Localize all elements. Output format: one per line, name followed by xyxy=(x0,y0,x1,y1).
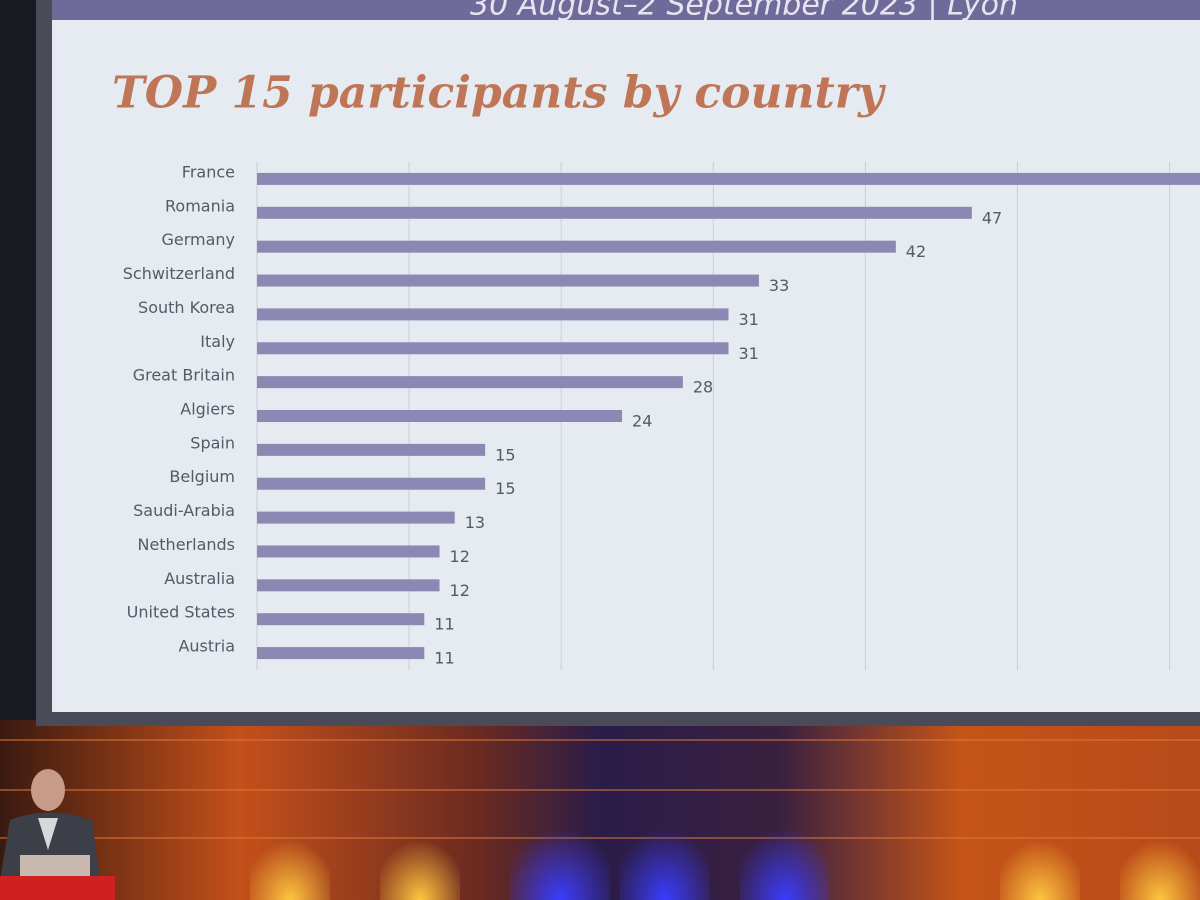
category-label: South Korea xyxy=(138,298,235,317)
category-label: Australia xyxy=(164,569,235,588)
yellow-light xyxy=(380,800,460,900)
category-label: Schwitzerland xyxy=(123,264,235,283)
bar xyxy=(257,206,972,219)
value-label: 24 xyxy=(632,412,652,431)
category-label: Belgium xyxy=(169,467,235,486)
chart-title: TOP 15 participants by country xyxy=(112,68,887,119)
value-label: 47 xyxy=(982,208,1002,227)
bar xyxy=(257,443,486,456)
value-label: 12 xyxy=(450,581,470,600)
plot: France Romania 47 Germany 42 Schwitzerland 33 S… xyxy=(123,162,1200,670)
category-label: Romania xyxy=(165,196,235,215)
category-label: Algiers xyxy=(180,400,235,419)
category-label: Netherlands xyxy=(137,535,235,554)
bar xyxy=(257,613,425,626)
bar xyxy=(257,511,455,524)
blue-light xyxy=(510,780,610,900)
bar xyxy=(257,240,896,253)
value-label: 31 xyxy=(739,310,759,329)
bar xyxy=(257,172,1200,185)
yellow-light xyxy=(1120,800,1200,900)
slide xyxy=(52,20,1200,712)
value-label: 42 xyxy=(906,242,926,261)
category-label: France xyxy=(182,162,235,181)
blue-light xyxy=(740,780,830,900)
bar xyxy=(257,410,623,422)
bar xyxy=(257,308,729,321)
value-label: 31 xyxy=(739,344,759,363)
yellow-light xyxy=(250,800,330,900)
value-label: 15 xyxy=(495,445,515,464)
category-label: United States xyxy=(127,603,235,622)
category-label: Germany xyxy=(161,230,235,249)
value-label: 11 xyxy=(434,649,454,668)
bar xyxy=(257,342,729,355)
value-label: 33 xyxy=(769,276,789,295)
blue-light xyxy=(620,780,710,900)
category-label: Austria xyxy=(178,637,235,656)
bar xyxy=(257,376,683,389)
category-label: Great Britain xyxy=(133,366,235,385)
bar xyxy=(257,579,440,592)
bar xyxy=(257,477,486,490)
value-label: 13 xyxy=(465,513,485,532)
value-label: 11 xyxy=(434,615,454,634)
value-label: 12 xyxy=(450,547,470,566)
category-label: Spain xyxy=(190,433,235,452)
yellow-light xyxy=(1000,800,1080,900)
bar xyxy=(257,545,440,558)
category-label: Italy xyxy=(200,332,235,351)
speaker xyxy=(0,769,115,900)
category-label: Saudi-Arabia xyxy=(133,501,235,520)
bar xyxy=(257,647,425,660)
bar xyxy=(257,274,759,287)
value-label: 28 xyxy=(693,378,713,397)
slide-subtitle: 30 August–2 September 2023 | Lyon xyxy=(470,0,1018,23)
value-label: 15 xyxy=(495,479,515,498)
